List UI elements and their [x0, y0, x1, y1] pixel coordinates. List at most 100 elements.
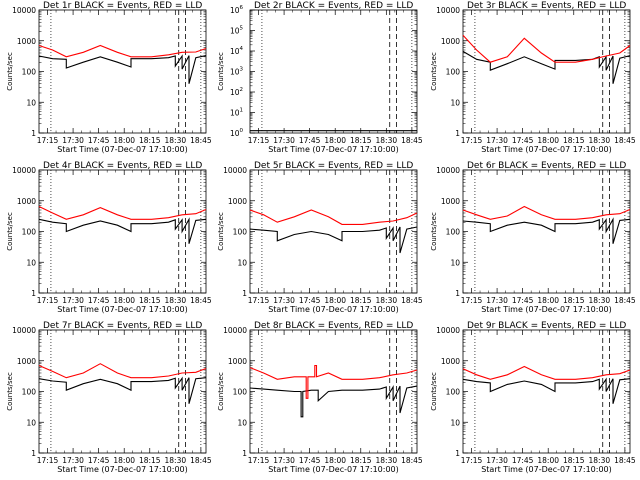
- x-axis-label: Start Time (07-Dec-07 17:10:00): [268, 145, 399, 154]
- x-tick-label: 17:30: [273, 296, 295, 305]
- plot-frame: [38, 169, 207, 294]
- chart-title: Det 7r BLACK = Events, RED = LLD: [43, 321, 202, 331]
- y-tick-label: 100: [446, 388, 461, 397]
- y-tick-label: 10: [26, 418, 36, 427]
- y-tick-label: 100: [22, 68, 37, 77]
- chart-title: Det 9r BLACK = Events, RED = LLD: [467, 321, 626, 331]
- y-tick-label: 10: [237, 258, 247, 267]
- events-series-line: [462, 50, 631, 84]
- x-tick-label: 17:45: [88, 456, 110, 465]
- chart-panel-6: Det 6r BLACK = Events, RED = LLD 1 10 100 10…: [430, 161, 636, 314]
- y-tick-label: 1000: [441, 357, 460, 366]
- x-tick-label: 17:30: [62, 456, 84, 465]
- x-tick-label: 18:00: [113, 296, 135, 305]
- y-tick-label: 104: [230, 46, 244, 56]
- x-tick-label: 18:15: [563, 296, 585, 305]
- x-tick-label: 17:45: [299, 136, 321, 145]
- y-tick-label: 10000: [223, 166, 247, 175]
- y-tick-label: 1000: [17, 197, 36, 206]
- y-tick-label: 1: [31, 129, 36, 138]
- y-tick-label: 10: [450, 258, 460, 267]
- chart-title: Det 6r BLACK = Events, RED = LLD: [467, 161, 626, 171]
- x-tick-label: 17:30: [273, 456, 295, 465]
- y-tick-label: 1000: [228, 197, 247, 206]
- x-tick-label: 17:30: [62, 136, 84, 145]
- y-tick-label: 103: [230, 67, 244, 77]
- events-series-line: [38, 376, 207, 404]
- x-tick-label: 18:45: [401, 136, 423, 145]
- x-tick-label: 17:30: [62, 296, 84, 305]
- x-tick-label: 18:45: [401, 456, 423, 465]
- y-tick-label: 10000: [436, 326, 460, 335]
- chart-title: Det 8r BLACK = Events, RED = LLD: [254, 321, 413, 331]
- y-tick-label: 106: [230, 5, 244, 15]
- x-tick-label: 17:15: [461, 136, 483, 145]
- y-tick-label: 100: [230, 128, 244, 138]
- y-tick-label: 10000: [436, 6, 460, 15]
- x-tick-label: 18:00: [324, 136, 346, 145]
- x-axis-label: Start Time (07-Dec-07 17:10:00): [57, 465, 188, 474]
- x-tick-label: 18:15: [139, 456, 161, 465]
- y-tick-label: 10000: [12, 166, 36, 175]
- lld-series-line: [462, 34, 631, 63]
- x-axis-label: Start Time (07-Dec-07 17:10:00): [481, 465, 612, 474]
- y-tick-label: 1: [455, 129, 460, 138]
- x-tick-label: 18:30: [376, 456, 398, 465]
- x-tick-label: 17:15: [37, 456, 59, 465]
- x-tick-label: 18:45: [190, 136, 212, 145]
- x-tick-label: 18:00: [324, 296, 346, 305]
- x-tick-label: 17:30: [273, 136, 295, 145]
- x-tick-label: 18:15: [139, 136, 161, 145]
- x-tick-label: 17:15: [248, 456, 270, 465]
- x-tick-label: 18:30: [589, 456, 611, 465]
- y-tick-label: 102: [230, 87, 243, 97]
- x-tick-label: 18:45: [614, 456, 636, 465]
- x-tick-label: 18:00: [537, 456, 559, 465]
- plot-frame: [462, 329, 631, 454]
- y-axis-label: Counts/sec: [6, 212, 14, 251]
- events-series-line: [38, 54, 207, 84]
- lld-series-line: [249, 209, 418, 225]
- x-tick-label: 18:15: [350, 136, 372, 145]
- x-tick-label: 17:45: [88, 136, 110, 145]
- x-tick-label: 18:00: [324, 456, 346, 465]
- y-tick-label: 100: [446, 228, 461, 237]
- y-tick-label: 10000: [436, 166, 460, 175]
- x-tick-label: 17:45: [512, 136, 534, 145]
- x-tick-label: 17:30: [486, 296, 508, 305]
- chart-title: Det 2r BLACK = Events, RED = LLD: [254, 1, 413, 11]
- y-axis-label: Counts/sec: [6, 372, 14, 411]
- y-tick-label: 1000: [441, 37, 460, 46]
- x-tick-label: 18:45: [614, 296, 636, 305]
- y-axis-label: Counts/sec: [6, 52, 14, 91]
- x-tick-label: 18:45: [190, 456, 212, 465]
- y-axis-label: Counts/sec: [217, 52, 225, 91]
- x-axis-label: Start Time (07-Dec-07 17:10:00): [268, 465, 399, 474]
- chart-title: Det 3r BLACK = Events, RED = LLD: [467, 1, 626, 11]
- lld-series-line: [462, 205, 631, 220]
- x-tick-label: 18:00: [113, 136, 135, 145]
- plot-frame: [462, 169, 631, 294]
- x-tick-label: 17:45: [299, 296, 321, 305]
- chart-title: Det 1r BLACK = Events, RED = LLD: [43, 1, 202, 11]
- x-axis-label: Start Time (07-Dec-07 17:10:00): [268, 305, 399, 314]
- y-tick-label: 10000: [12, 326, 36, 335]
- y-tick-label: 1000: [441, 197, 460, 206]
- plot-frame: [462, 9, 631, 134]
- x-tick-label: 18:30: [589, 296, 611, 305]
- y-tick-label: 1: [242, 449, 247, 458]
- lld-series-line: [462, 365, 631, 380]
- events-series-line: [462, 217, 631, 244]
- y-tick-label: 100: [233, 228, 248, 237]
- y-axis-label: Counts/sec: [217, 212, 225, 251]
- y-tick-label: 10: [450, 418, 460, 427]
- x-tick-label: 17:15: [248, 136, 270, 145]
- x-tick-label: 18:00: [537, 136, 559, 145]
- x-tick-label: 18:15: [350, 456, 372, 465]
- x-tick-label: 18:15: [563, 456, 585, 465]
- y-tick-label: 1: [455, 289, 460, 298]
- x-tick-label: 17:30: [486, 456, 508, 465]
- plot-frame: [38, 329, 207, 454]
- lld-series-line: [38, 206, 207, 220]
- events-series-line: [249, 385, 418, 418]
